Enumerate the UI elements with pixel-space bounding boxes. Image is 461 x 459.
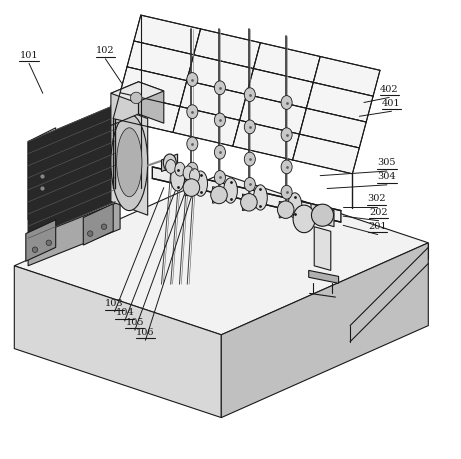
Polygon shape bbox=[28, 202, 120, 266]
Ellipse shape bbox=[211, 187, 227, 204]
Text: 101: 101 bbox=[20, 50, 38, 60]
Ellipse shape bbox=[214, 82, 225, 95]
Ellipse shape bbox=[187, 73, 198, 87]
Polygon shape bbox=[111, 106, 148, 216]
Polygon shape bbox=[28, 106, 116, 239]
Polygon shape bbox=[83, 204, 113, 246]
Ellipse shape bbox=[183, 167, 193, 180]
Polygon shape bbox=[111, 83, 138, 126]
Ellipse shape bbox=[254, 185, 267, 211]
Ellipse shape bbox=[46, 241, 52, 246]
Ellipse shape bbox=[171, 166, 184, 191]
Ellipse shape bbox=[312, 205, 334, 227]
Polygon shape bbox=[187, 56, 254, 95]
Polygon shape bbox=[161, 155, 177, 172]
Ellipse shape bbox=[163, 155, 176, 172]
Ellipse shape bbox=[111, 115, 148, 211]
Text: 402: 402 bbox=[380, 84, 398, 94]
Ellipse shape bbox=[88, 231, 93, 237]
Ellipse shape bbox=[214, 114, 225, 128]
Polygon shape bbox=[311, 204, 334, 227]
Polygon shape bbox=[221, 243, 428, 418]
Polygon shape bbox=[307, 83, 373, 123]
Ellipse shape bbox=[281, 96, 292, 110]
Polygon shape bbox=[313, 57, 380, 97]
Text: 305: 305 bbox=[378, 158, 396, 167]
Polygon shape bbox=[127, 42, 194, 82]
Polygon shape bbox=[233, 121, 300, 161]
Ellipse shape bbox=[214, 146, 225, 160]
Ellipse shape bbox=[194, 172, 207, 197]
Ellipse shape bbox=[214, 171, 225, 185]
Polygon shape bbox=[28, 129, 56, 220]
Ellipse shape bbox=[281, 186, 292, 200]
Text: 201: 201 bbox=[368, 221, 387, 230]
Polygon shape bbox=[134, 16, 201, 56]
Polygon shape bbox=[194, 30, 260, 69]
Ellipse shape bbox=[117, 129, 142, 197]
Polygon shape bbox=[14, 174, 428, 335]
Polygon shape bbox=[240, 95, 307, 135]
Text: 102: 102 bbox=[96, 46, 115, 55]
Polygon shape bbox=[173, 107, 240, 147]
Ellipse shape bbox=[187, 163, 198, 177]
Ellipse shape bbox=[244, 89, 255, 102]
Ellipse shape bbox=[244, 178, 255, 192]
Ellipse shape bbox=[281, 129, 292, 142]
Ellipse shape bbox=[244, 121, 255, 134]
Polygon shape bbox=[113, 94, 180, 133]
Polygon shape bbox=[309, 271, 338, 284]
Ellipse shape bbox=[187, 138, 198, 151]
Polygon shape bbox=[254, 44, 320, 83]
Polygon shape bbox=[279, 202, 292, 218]
Polygon shape bbox=[152, 168, 341, 223]
Text: 104: 104 bbox=[115, 308, 134, 317]
Ellipse shape bbox=[175, 163, 185, 177]
Text: 304: 304 bbox=[378, 172, 396, 181]
Polygon shape bbox=[300, 109, 366, 149]
Polygon shape bbox=[111, 83, 164, 103]
Ellipse shape bbox=[244, 153, 255, 167]
Text: 302: 302 bbox=[367, 194, 386, 203]
Polygon shape bbox=[314, 227, 331, 271]
Ellipse shape bbox=[165, 160, 176, 174]
Ellipse shape bbox=[101, 224, 107, 230]
Text: 106: 106 bbox=[136, 327, 154, 336]
Polygon shape bbox=[213, 187, 225, 204]
Polygon shape bbox=[293, 135, 359, 174]
Polygon shape bbox=[26, 220, 56, 262]
Text: 401: 401 bbox=[382, 98, 401, 107]
Polygon shape bbox=[14, 266, 221, 418]
Ellipse shape bbox=[288, 193, 302, 218]
Ellipse shape bbox=[189, 169, 200, 183]
Ellipse shape bbox=[293, 206, 315, 233]
Text: 105: 105 bbox=[125, 317, 144, 326]
Text: 202: 202 bbox=[369, 207, 388, 217]
Ellipse shape bbox=[278, 202, 294, 219]
Polygon shape bbox=[138, 83, 164, 124]
Polygon shape bbox=[180, 82, 247, 121]
Polygon shape bbox=[185, 180, 198, 196]
Polygon shape bbox=[242, 195, 255, 211]
Ellipse shape bbox=[224, 179, 237, 204]
Ellipse shape bbox=[183, 179, 200, 197]
Ellipse shape bbox=[130, 93, 142, 105]
Text: 103: 103 bbox=[105, 298, 124, 308]
Polygon shape bbox=[247, 69, 313, 109]
Ellipse shape bbox=[187, 106, 198, 119]
Polygon shape bbox=[120, 67, 187, 107]
Ellipse shape bbox=[281, 161, 292, 174]
Ellipse shape bbox=[241, 194, 257, 212]
Ellipse shape bbox=[32, 247, 38, 253]
